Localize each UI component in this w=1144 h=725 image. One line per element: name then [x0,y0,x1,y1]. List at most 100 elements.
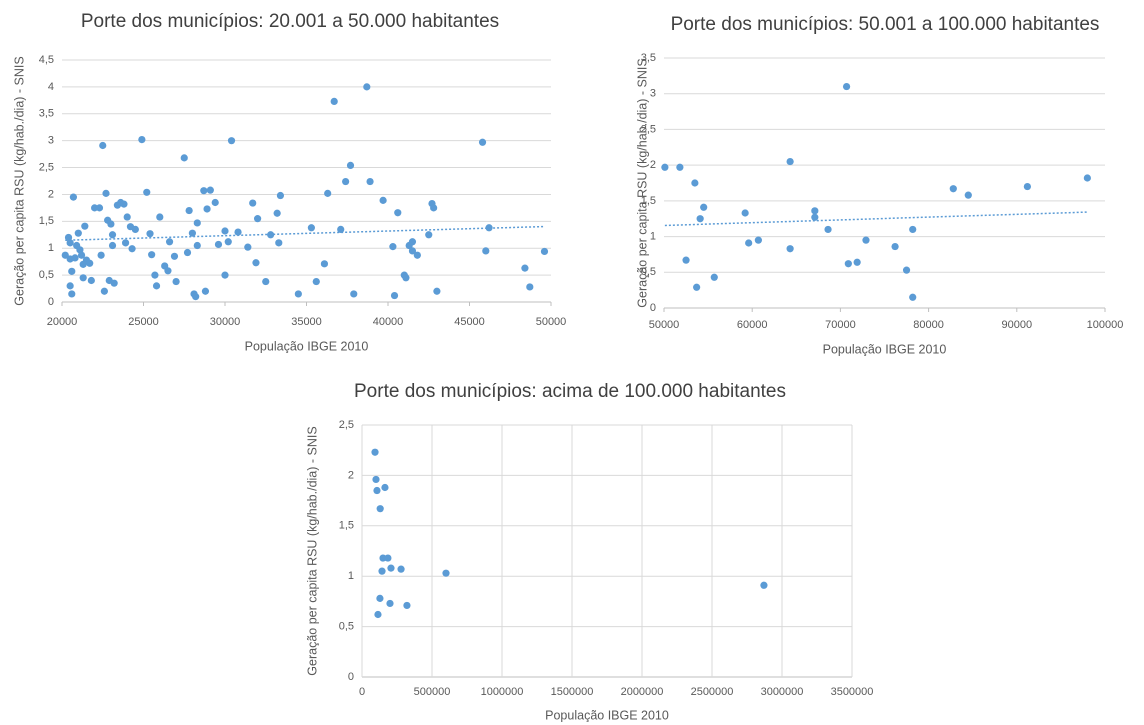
x-tick-label: 2000000 [621,686,664,698]
point [214,240,223,249]
point [384,554,392,562]
point [433,287,441,295]
point [110,279,118,287]
chart-title: Porte dos municípios: 50.001 a 100.000 h… [671,14,1100,35]
point [128,245,136,253]
x-axis-label: População IBGE 2010 [245,339,369,353]
point [97,251,105,259]
x-tick-label: 45000 [454,316,485,328]
point [366,177,374,186]
point [61,251,69,259]
point [193,241,201,250]
point [700,203,708,211]
y-tick-label: 3 [650,88,656,100]
point [188,229,196,237]
x-tick-label: 1500000 [551,686,594,698]
x-tick-label: 70000 [825,319,856,331]
point [193,219,201,227]
point [102,189,110,197]
point [252,259,260,267]
point [221,271,229,279]
y-tick-label: 2 [650,159,656,171]
point [862,236,870,244]
y-tick-label: 2,5 [339,419,354,431]
point [844,260,852,268]
trendline [664,211,1088,227]
point [68,290,76,298]
point [81,222,89,230]
point [221,227,229,235]
x-tick-label: 3500000 [831,686,874,698]
point [394,209,402,217]
point [386,599,394,608]
point [74,229,82,237]
y-tick-label: 2 [348,469,354,481]
point [108,241,117,250]
point [185,206,193,215]
point [172,277,180,286]
y-tick-label: 1,5 [339,520,354,532]
point [234,228,242,236]
x-tick-label: 25000 [128,316,159,328]
point [123,213,131,221]
point [786,157,794,166]
y-tick-label: 2,5 [39,161,54,173]
chart-title: Porte dos municípios: acima de 100.000 h… [354,381,786,402]
point [786,245,794,253]
point [682,256,690,264]
point [964,191,972,199]
point [151,271,159,279]
point [224,238,232,246]
point [350,290,358,298]
point [99,141,107,150]
point [485,224,493,232]
y-axis-label: Geração per capita RSU (kg/hab./dia) - S… [635,58,649,307]
point [170,252,179,260]
x-tick-label: 0 [359,686,365,698]
x-tick-label: 30000 [210,316,241,328]
y-tick-label: 1 [48,242,54,254]
point [146,230,154,238]
point [482,247,490,255]
point [120,200,128,208]
point [363,83,371,91]
point [754,236,762,244]
point [949,185,957,193]
point [909,293,917,301]
y-tick-label: 0,5 [39,269,54,281]
y-tick-label: 3,5 [39,108,54,120]
point [77,251,86,259]
point [100,287,108,295]
point [79,274,87,282]
point [143,188,151,196]
y-tick-label: 2 [48,188,54,200]
point [276,191,285,200]
y-tick-label: 1,5 [641,195,656,207]
point [387,564,395,572]
y-tick-label: 2,5 [641,123,656,135]
point [108,231,117,239]
x-tick-label: 2500000 [691,686,734,698]
point [710,273,718,281]
point [330,97,338,106]
y-axis-label: Geração per capita RSU (kg/hab./dia) - S… [12,56,26,305]
y-tick-label: 0,5 [641,266,656,278]
point [403,601,411,610]
point [811,213,819,221]
point [402,274,410,282]
chart-title: Porte dos municípios: 20.001 a 50.000 ha… [81,11,499,32]
x-tick-label: 50000 [649,319,680,331]
point [66,282,74,290]
point [131,225,139,233]
point [165,238,174,246]
y-tick-label: 1,5 [39,215,54,227]
point [413,251,421,259]
point [320,260,329,268]
point [275,239,283,247]
y-tick-label: 4 [48,81,54,93]
point [337,225,345,233]
point [760,581,768,589]
point [307,224,315,232]
point [691,179,699,187]
